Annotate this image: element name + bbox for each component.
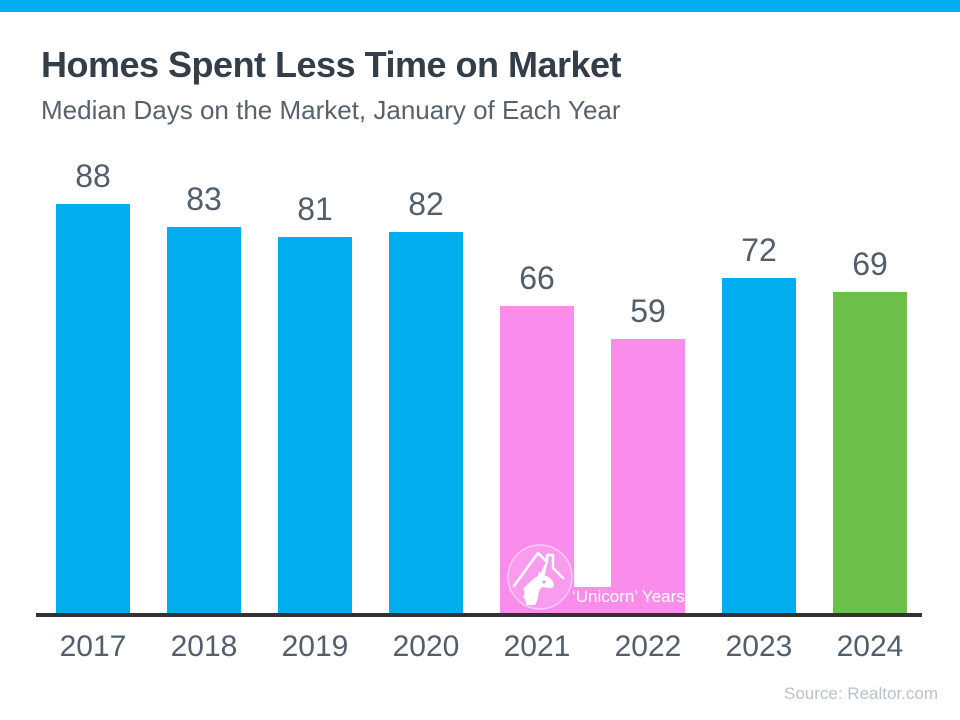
bar-2022 <box>611 339 685 613</box>
chimney-line <box>545 553 565 580</box>
bar-2023 <box>722 278 796 613</box>
unicorn-head <box>524 571 554 605</box>
bar-value-label: 82 <box>408 186 444 222</box>
bar-2018 <box>167 227 241 613</box>
top-accent-bar <box>0 0 960 12</box>
roof-line <box>512 551 549 588</box>
x-tick-label: 2018 <box>170 630 238 663</box>
bar-value-label: 66 <box>519 260 555 296</box>
bar-value-label: 88 <box>75 158 111 194</box>
x-tick-label: 2020 <box>392 630 460 663</box>
bar-value-label: 69 <box>852 246 888 282</box>
x-tick-label: 2019 <box>281 630 349 663</box>
bar-2019 <box>278 237 352 613</box>
x-tick-label: 2023 <box>725 630 793 663</box>
x-tick-label: 2021 <box>503 630 571 663</box>
unicorn-horn <box>538 556 549 579</box>
bar-value-label: 59 <box>630 293 666 329</box>
bar-2020 <box>389 232 463 613</box>
unicorn-bridge <box>574 587 611 613</box>
page-subtitle: Median Days on the Market, January of Ea… <box>41 95 621 126</box>
unicorn-eye <box>542 580 546 584</box>
unicorn-mane <box>523 584 529 600</box>
x-tick-label: 2017 <box>59 630 127 663</box>
bar-value-label: 81 <box>297 191 333 227</box>
x-tick-label: 2022 <box>614 630 682 663</box>
unicorn-years-label: ‘Unicorn’ Years <box>572 587 685 606</box>
x-tick-label: 2024 <box>836 630 904 663</box>
bar-2024 <box>833 292 907 613</box>
bar-value-label: 83 <box>186 181 222 217</box>
unicorn-house-icon <box>507 544 573 610</box>
bar-2017 <box>56 204 130 613</box>
source-credit: Source: Realtor.com <box>783 684 938 703</box>
page-title: Homes Spent Less Time on Market <box>41 44 622 85</box>
header: Homes Spent Less Time on Market Median D… <box>41 44 622 126</box>
bar-chart: ‘Unicorn’ Years 88 2017 83 2018 81 2019 82 2020… <box>36 158 922 663</box>
bar-value-label: 72 <box>741 232 777 268</box>
